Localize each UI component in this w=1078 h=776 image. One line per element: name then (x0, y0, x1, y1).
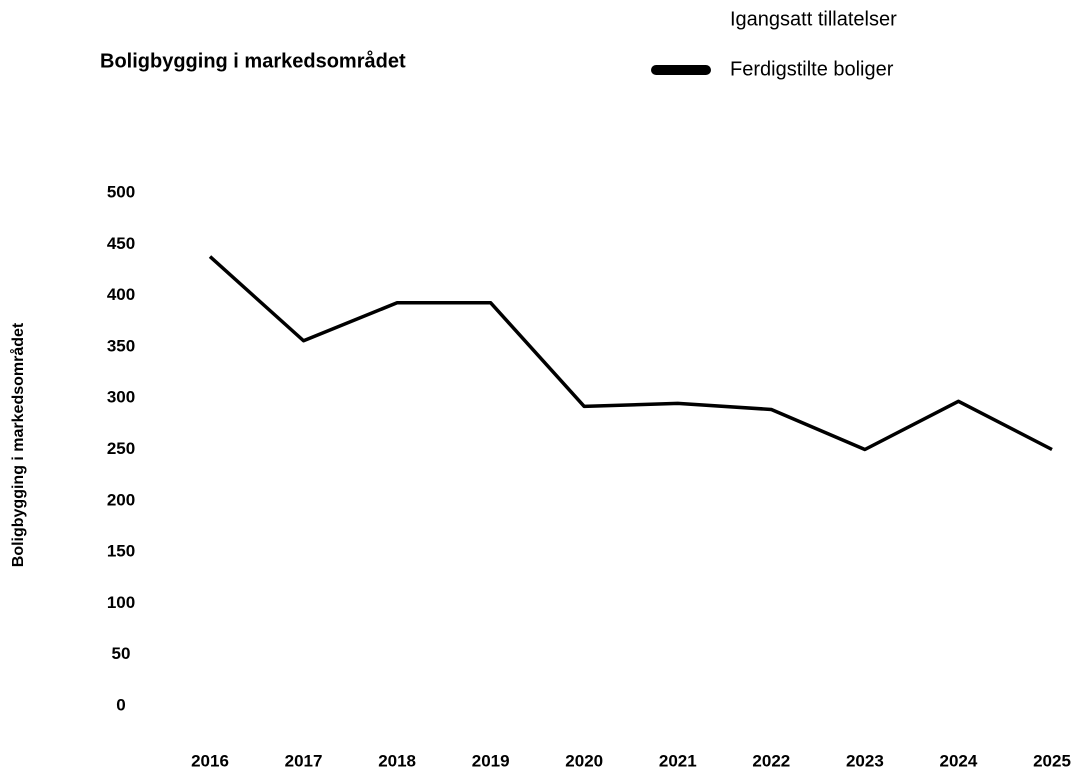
x-tick-label: 2018 (378, 751, 416, 770)
chart-title: Boligbygging i markedsområdet (100, 49, 406, 72)
x-tick-label: 2017 (285, 751, 323, 770)
x-tick-label: 2023 (846, 751, 884, 770)
legend-label: Igangsatt tillatelser (730, 8, 897, 30)
x-tick-label: 2024 (940, 751, 978, 770)
data-line (208, 255, 1053, 452)
y-tick-label: 250 (107, 439, 135, 458)
x-tick-label: 2020 (565, 751, 603, 770)
y-tick-label: 400 (107, 285, 135, 304)
x-tick-label: 2019 (472, 751, 510, 770)
y-tick-label: 150 (107, 542, 135, 561)
x-tick-label: 2016 (191, 751, 229, 770)
y-tick-label: 0 (116, 695, 125, 714)
y-tick-label: 300 (107, 388, 135, 407)
x-tick-label: 2025 (1033, 751, 1071, 770)
x-tick-label: 2021 (659, 751, 697, 770)
y-tick-label: 500 (107, 182, 135, 201)
x-tick-label: 2022 (752, 751, 790, 770)
y-tick-label: 100 (107, 593, 135, 612)
legend-label: Ferdigstilte boliger (730, 58, 894, 80)
y-tick-label: 350 (107, 336, 135, 355)
y-tick-label: 200 (107, 490, 135, 509)
y-tick-label: 50 (112, 644, 131, 663)
y-tick-label: 450 (107, 234, 135, 253)
y-axis-label: Boligbygging i markedsområdet (9, 322, 27, 567)
